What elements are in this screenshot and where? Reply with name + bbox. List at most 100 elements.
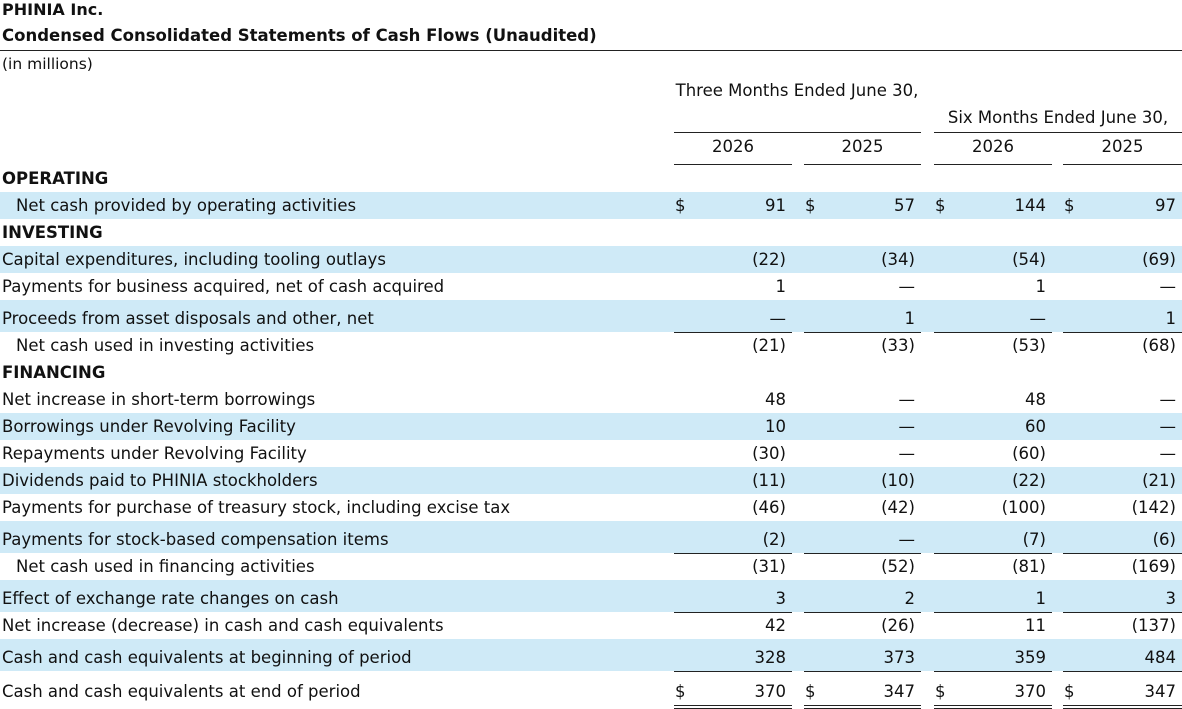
title-rule — [0, 50, 1182, 51]
value-cell: (2) — [762, 530, 786, 549]
subtotal-rule — [934, 612, 1052, 613]
year-rule — [674, 164, 792, 165]
value-cell: 370 — [754, 682, 787, 701]
value-cell: — — [769, 309, 787, 328]
subtotal-rule — [674, 671, 792, 672]
value-cell: 97 — [1155, 196, 1176, 215]
period-rule-three-months — [674, 132, 921, 133]
value-cell: (31) — [752, 557, 786, 576]
currency-symbol: $ — [1064, 682, 1075, 701]
row-label: Effect of exchange rate changes on cash — [2, 589, 339, 608]
line-item-row: Net cash provided by operating activitie… — [0, 192, 1182, 219]
value-cell: (142) — [1131, 498, 1176, 517]
subtotal-rule — [804, 332, 921, 333]
company-name: PHINIA Inc. — [2, 0, 104, 19]
row-label: Borrowings under Revolving Facility — [2, 417, 296, 436]
value-cell: 347 — [1144, 682, 1177, 701]
currency-symbol: $ — [675, 196, 686, 215]
row-label: Net cash used in investing activities — [16, 336, 315, 355]
year-header-3m-2025: 2025 — [841, 137, 884, 156]
subtotal-rule — [934, 553, 1052, 554]
line-item-row: Net increase in short-term borrowings 48 —… — [0, 386, 1182, 413]
section-label-operating: OPERATING — [2, 169, 109, 188]
value-cell: 42 — [765, 616, 786, 635]
line-item-row: Borrowings under Revolving Facility 10 — 60… — [0, 413, 1182, 440]
value-cell: (7) — [1022, 530, 1046, 549]
row-label: Cash and cash equivalents at end of peri… — [2, 682, 361, 701]
year-rule — [1063, 164, 1182, 165]
row-label: Dividends paid to PHINIA stockholders — [2, 471, 318, 490]
value-cell: 10 — [765, 417, 786, 436]
value-cell: 1 — [775, 277, 787, 296]
value-cell: (52) — [881, 557, 915, 576]
row-label: Repayments under Revolving Facility — [2, 444, 307, 463]
value-cell: — — [1159, 444, 1177, 463]
value-cell: — — [898, 444, 916, 463]
value-cell: (69) — [1142, 250, 1176, 269]
value-cell: 57 — [894, 196, 915, 215]
year-header-3m-2026: 2026 — [712, 137, 754, 156]
subtotal-rule — [804, 612, 921, 613]
value-cell: (22) — [752, 250, 786, 269]
value-cell: 359 — [1014, 648, 1047, 667]
value-cell: 1 — [1035, 277, 1047, 296]
value-cell: (30) — [752, 444, 786, 463]
value-cell: (54) — [1012, 250, 1046, 269]
value-cell: 370 — [1014, 682, 1047, 701]
line-item-row: Cash and cash equivalents at end of peri… — [0, 671, 1182, 705]
subtotal-rule — [1063, 671, 1182, 672]
value-cell: (169) — [1131, 557, 1176, 576]
subtotal-rule — [934, 671, 1052, 672]
row-label: Net cash provided by operating activitie… — [16, 196, 357, 215]
section-header-row: INVESTING — [0, 219, 1182, 246]
value-cell: 373 — [883, 648, 916, 667]
subtotal-rule — [674, 553, 792, 554]
line-item-row: Proceeds from asset disposals and other,… — [0, 300, 1182, 332]
value-cell: (60) — [1012, 444, 1046, 463]
value-cell: (11) — [752, 471, 786, 490]
row-label: Payments for purchase of treasury stock,… — [2, 498, 511, 517]
subtotal-rule — [804, 671, 921, 672]
currency-symbol: $ — [1064, 196, 1075, 215]
currency-symbol: $ — [935, 196, 946, 215]
value-cell: (53) — [1012, 336, 1046, 355]
value-cell: 1 — [1165, 309, 1177, 328]
subtotal-rule — [1063, 332, 1182, 333]
value-cell: (10) — [881, 471, 915, 490]
subtotal-rule — [804, 553, 921, 554]
section-label-financing: FINANCING — [2, 363, 106, 382]
period-header-six-months: Six Months Ended June 30, — [947, 108, 1169, 127]
line-item-row: Payments for purchase of treasury stock,… — [0, 494, 1182, 521]
currency-symbol: $ — [805, 196, 816, 215]
line-item-row: Repayments under Revolving Facility (30) —… — [0, 440, 1182, 467]
year-rule — [804, 164, 921, 165]
row-label: Net cash used in financing activities — [16, 557, 315, 576]
value-cell: 328 — [754, 648, 787, 667]
value-cell: — — [898, 530, 916, 549]
value-cell: (6) — [1152, 530, 1176, 549]
subtotal-rule — [674, 612, 792, 613]
period-header-three-months: Three Months Ended June 30, — [675, 81, 919, 100]
section-header-row: OPERATING — [0, 165, 1182, 192]
row-label: Proceeds from asset disposals and other,… — [2, 309, 374, 328]
line-item-row: Net increase (decrease) in cash and cash… — [0, 612, 1182, 639]
row-label: Payments for business acquired, net of c… — [2, 277, 445, 296]
value-cell: (34) — [881, 250, 915, 269]
currency-symbol: $ — [675, 682, 686, 701]
value-cell: 347 — [883, 682, 916, 701]
value-cell: (33) — [881, 336, 915, 355]
total-double-rule — [1063, 705, 1182, 706]
value-cell: — — [1029, 309, 1047, 328]
line-item-row: Payments for stock-based compensation it… — [0, 521, 1182, 553]
value-cell: (137) — [1131, 616, 1176, 635]
row-label: Net increase (decrease) in cash and cash… — [2, 616, 444, 635]
section-label-investing: INVESTING — [2, 223, 103, 242]
subtotal-rule — [674, 332, 792, 333]
line-item-row: Payments for business acquired, net of c… — [0, 273, 1182, 300]
line-item-row: Capital expenditures, including tooling … — [0, 246, 1182, 273]
total-double-rule — [804, 705, 921, 706]
value-cell: 484 — [1144, 648, 1177, 667]
year-header-6m-2026: 2026 — [972, 137, 1014, 156]
value-cell: — — [898, 390, 916, 409]
value-cell: (68) — [1142, 336, 1176, 355]
